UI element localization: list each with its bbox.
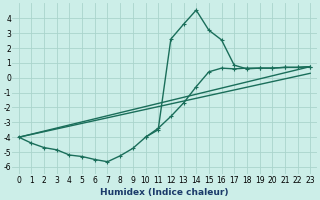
X-axis label: Humidex (Indice chaleur): Humidex (Indice chaleur) (100, 188, 229, 197)
